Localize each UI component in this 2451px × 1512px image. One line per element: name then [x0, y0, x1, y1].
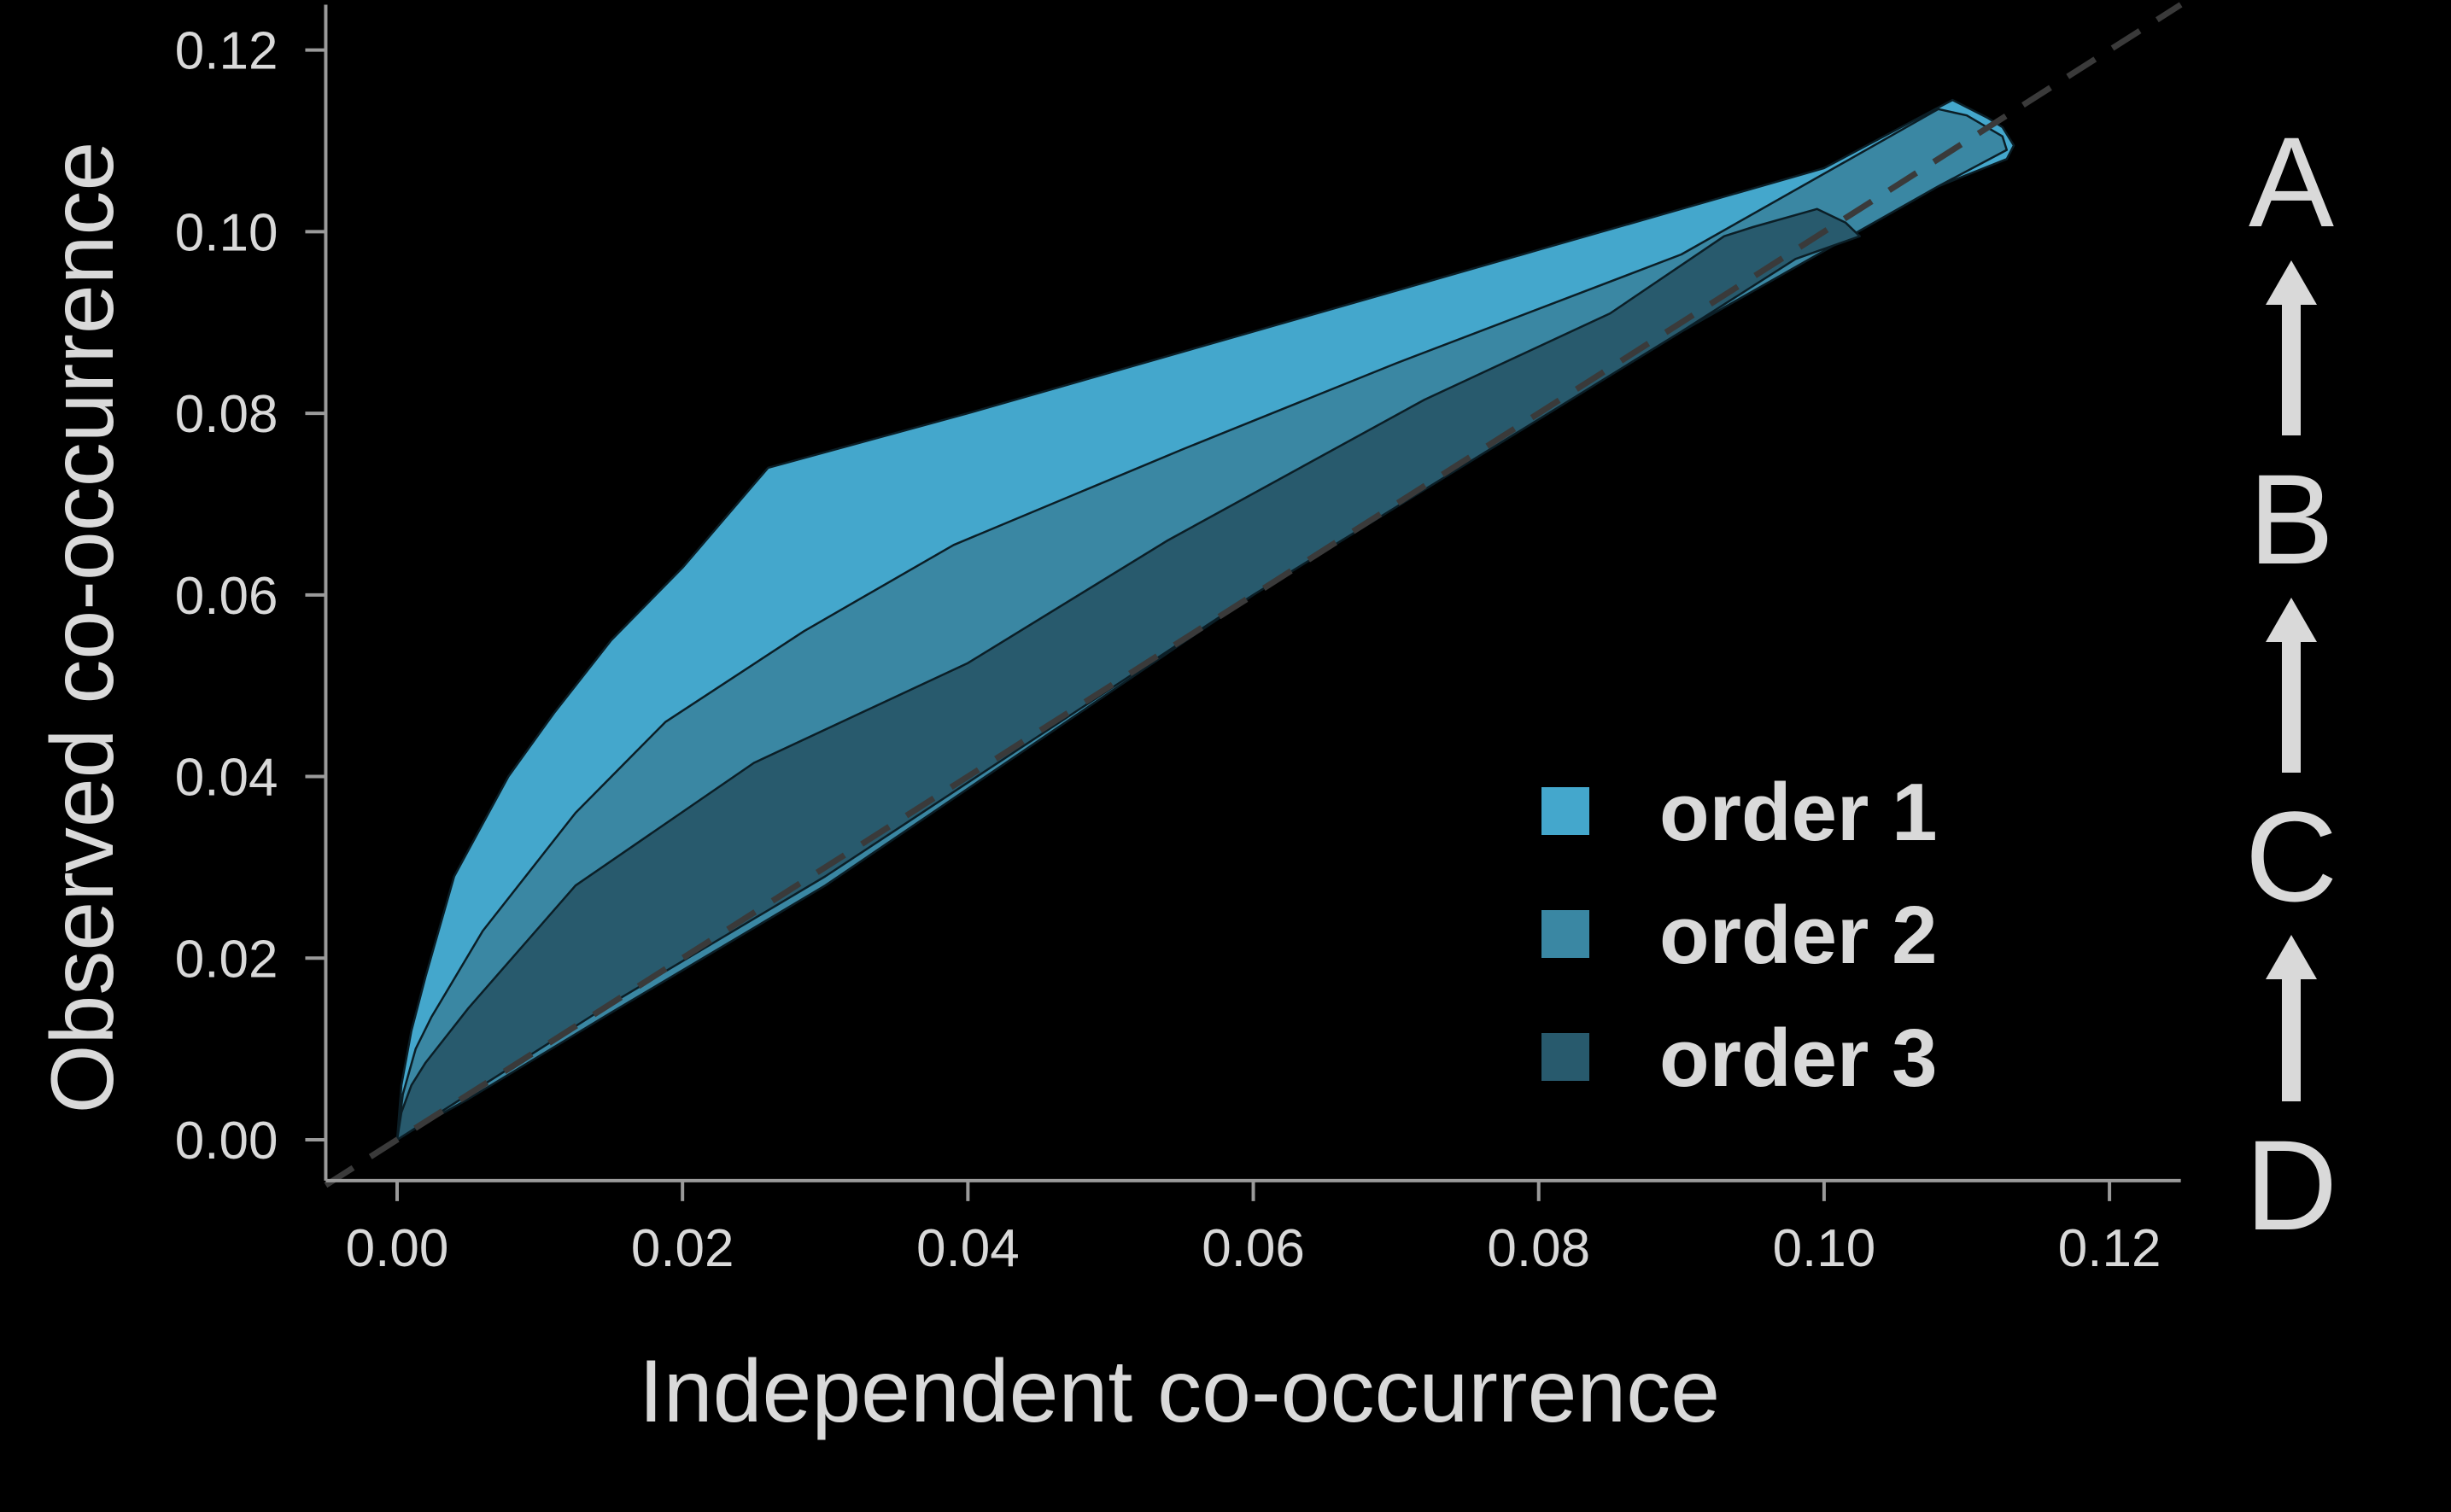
side-letter-A: A: [2249, 110, 2334, 254]
side-scale: A B C D: [2245, 110, 2337, 1257]
legend-label-1: order 1: [1659, 767, 1937, 858]
side-letter-B: B: [2249, 447, 2334, 591]
x-tick-label: 0.08: [1487, 1219, 1590, 1278]
side-letter-C: C: [2245, 785, 2337, 928]
x-tick-label: 0.12: [2058, 1219, 2161, 1278]
x-tick-label: 0.10: [1773, 1219, 1876, 1278]
legend-label-2: order 2: [1659, 890, 1937, 981]
reference-dashed-line: [324, 2, 2183, 1188]
y-tick-label: 0.04: [175, 749, 278, 808]
x-tick-label: 0.06: [1202, 1219, 1305, 1278]
side-letter-D: D: [2245, 1113, 2337, 1257]
ticks-layer: 0.00 0.02 0.04 0.06 0.08 0.10 0.12 0.00 0.02 0.04…: [175, 22, 2161, 1278]
x-tick-label: 0.00: [346, 1219, 449, 1278]
up-arrow-icon: [2266, 260, 2317, 435]
x-tick-label: 0.04: [916, 1219, 1020, 1278]
reference-line-layer: [324, 2, 2183, 1188]
x-axis-label: Independent co-occurrence: [639, 1342, 1720, 1441]
legend: order 1 order 2 order 3: [1541, 767, 1937, 1104]
x-tick-label: 0.02: [631, 1219, 734, 1278]
y-tick-label: 0.10: [175, 203, 278, 262]
y-tick-label: 0.08: [175, 385, 278, 444]
y-tick-label: 0.02: [175, 930, 278, 989]
y-tick-label: 0.12: [175, 22, 278, 81]
y-axis-label: Observed co-occurrence: [33, 142, 132, 1114]
y-tick-label: 0.06: [175, 567, 278, 626]
legend-swatch-2: [1541, 910, 1589, 958]
y-tick-label: 0.00: [175, 1112, 278, 1170]
legend-label-3: order 3: [1659, 1013, 1937, 1104]
up-arrow-icon: [2266, 935, 2317, 1101]
legend-swatch-3: [1541, 1033, 1589, 1081]
legend-swatch-1: [1541, 787, 1589, 835]
up-arrow-icon: [2266, 598, 2317, 773]
